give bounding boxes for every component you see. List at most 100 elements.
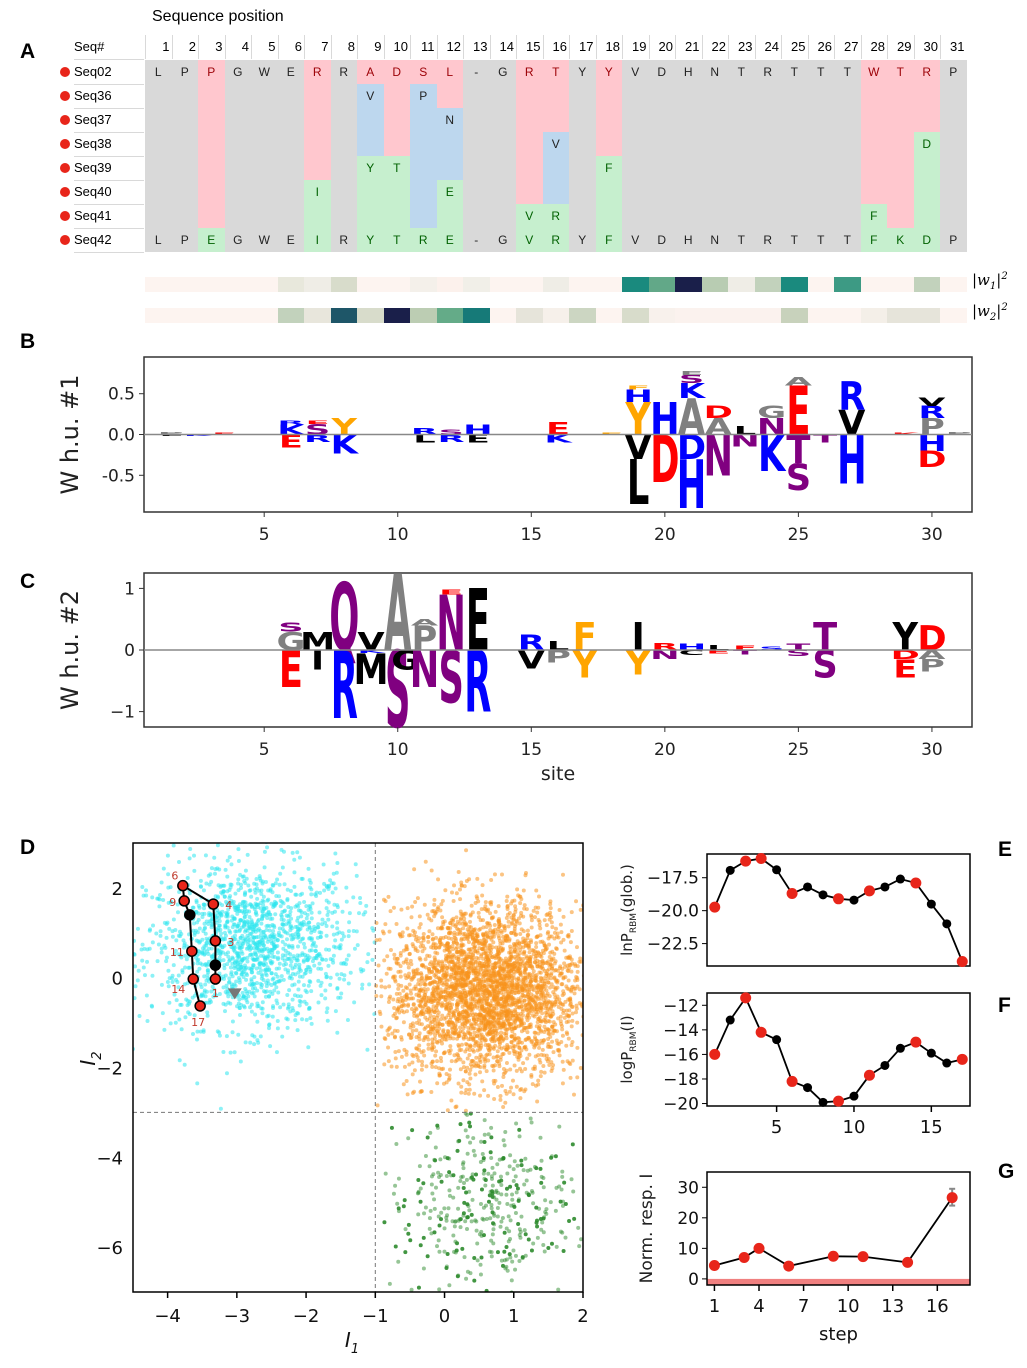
residue-cell [728, 204, 755, 228]
scatter-point [491, 1045, 496, 1050]
residue-cell [860, 132, 887, 156]
scatter-point [308, 936, 313, 941]
scatter-point [371, 928, 376, 933]
scatter-point [426, 1046, 431, 1051]
residue-cell: Y [595, 60, 622, 84]
scatter-point [273, 972, 278, 977]
scatter-point [307, 1005, 312, 1010]
residue-cell [145, 84, 172, 108]
scatter-point [217, 919, 222, 924]
residue-cell [940, 204, 967, 228]
scatter-point [540, 1047, 545, 1052]
scatter-point [279, 914, 284, 919]
scatter-point [457, 1048, 462, 1053]
scatter-point [591, 973, 595, 977]
scatter-point [501, 1074, 506, 1079]
residue-cell [913, 156, 940, 180]
scatter-point [440, 1004, 445, 1009]
scatter-point [300, 937, 305, 942]
scatter-point [452, 930, 457, 935]
scatter-point [525, 933, 530, 938]
scatter-point [386, 999, 391, 1004]
scatter-point [236, 847, 241, 852]
scatter-point [418, 999, 423, 1004]
scatter-point [473, 1072, 478, 1077]
scatter-point [475, 1048, 480, 1053]
residue-cell [728, 84, 755, 108]
scatter-point [425, 976, 430, 981]
scatter-point [420, 1063, 425, 1068]
scatter-point [548, 906, 553, 911]
scatter-point [538, 1001, 543, 1006]
scatter-point [341, 934, 346, 939]
residue-cell [383, 180, 410, 204]
scatter-point [351, 928, 356, 933]
scatter-point [260, 937, 265, 942]
scatter-point [219, 890, 224, 895]
scatter-point [439, 1067, 444, 1072]
scatter-point [190, 1032, 195, 1037]
scatter-point [506, 969, 511, 974]
scatter-point [402, 1047, 407, 1052]
scatter-point [503, 1089, 508, 1094]
residue-cell: W [251, 228, 278, 252]
scatter-point [488, 1025, 493, 1030]
scatter-point [253, 950, 258, 955]
residue-cell [198, 108, 225, 132]
position-header: 8 [330, 35, 358, 59]
scatter-point [465, 936, 470, 941]
scatter-point [309, 916, 314, 921]
residue-cell: V [516, 204, 543, 228]
scatter-point [156, 942, 161, 947]
scatter-point [247, 966, 252, 971]
scatter-point [247, 947, 252, 952]
heatmap-cell [728, 308, 755, 323]
scatter-point [421, 1038, 426, 1043]
red-dot-marker [60, 163, 70, 173]
scatter-point [459, 883, 464, 888]
residue-cell [489, 204, 516, 228]
scatter-point [203, 931, 208, 936]
residue-cell: Y [569, 228, 596, 252]
scatter-point [541, 1017, 546, 1022]
residue-cell [516, 180, 543, 204]
scatter-point [413, 899, 418, 904]
scatter-point [438, 987, 443, 992]
sequence-name: Seq41 [74, 204, 144, 229]
scatter-point [492, 1039, 497, 1044]
panel-letter-d: D [20, 836, 36, 859]
scatter-point [551, 1050, 556, 1055]
scatter-point [551, 1063, 556, 1068]
residue-cell [781, 180, 808, 204]
y-axis-label: W h.u. #1 [56, 374, 84, 494]
scatter-point [307, 925, 312, 930]
scatter-point [265, 965, 270, 970]
scatter-point [488, 953, 493, 958]
scatter-point [429, 1090, 434, 1095]
logo-letter: R [411, 427, 438, 437]
scatter-point [236, 904, 241, 909]
scatter-point [458, 1025, 463, 1030]
scatter-point [435, 1081, 440, 1086]
scatter-point [550, 1066, 555, 1071]
residue-cell [463, 132, 490, 156]
scatter-point [198, 878, 203, 883]
scatter-point [433, 1021, 438, 1026]
scatter-point [436, 959, 441, 964]
scatter-point [462, 1032, 467, 1037]
scatter-point [488, 992, 493, 997]
scatter-point [358, 900, 363, 905]
scatter-point [281, 963, 286, 968]
residue-cell [728, 132, 755, 156]
scatter-point [503, 1100, 508, 1105]
scatter-point [533, 905, 538, 910]
scatter-point [496, 1037, 501, 1042]
scatter-point [495, 1054, 500, 1059]
scatter-point [527, 1011, 532, 1016]
scatter-point [166, 984, 171, 989]
scatter-point [554, 934, 559, 939]
residue-cell: R [330, 60, 357, 84]
residue-cell [622, 156, 649, 180]
scatter-point [197, 966, 202, 971]
scatter-point [527, 950, 532, 955]
